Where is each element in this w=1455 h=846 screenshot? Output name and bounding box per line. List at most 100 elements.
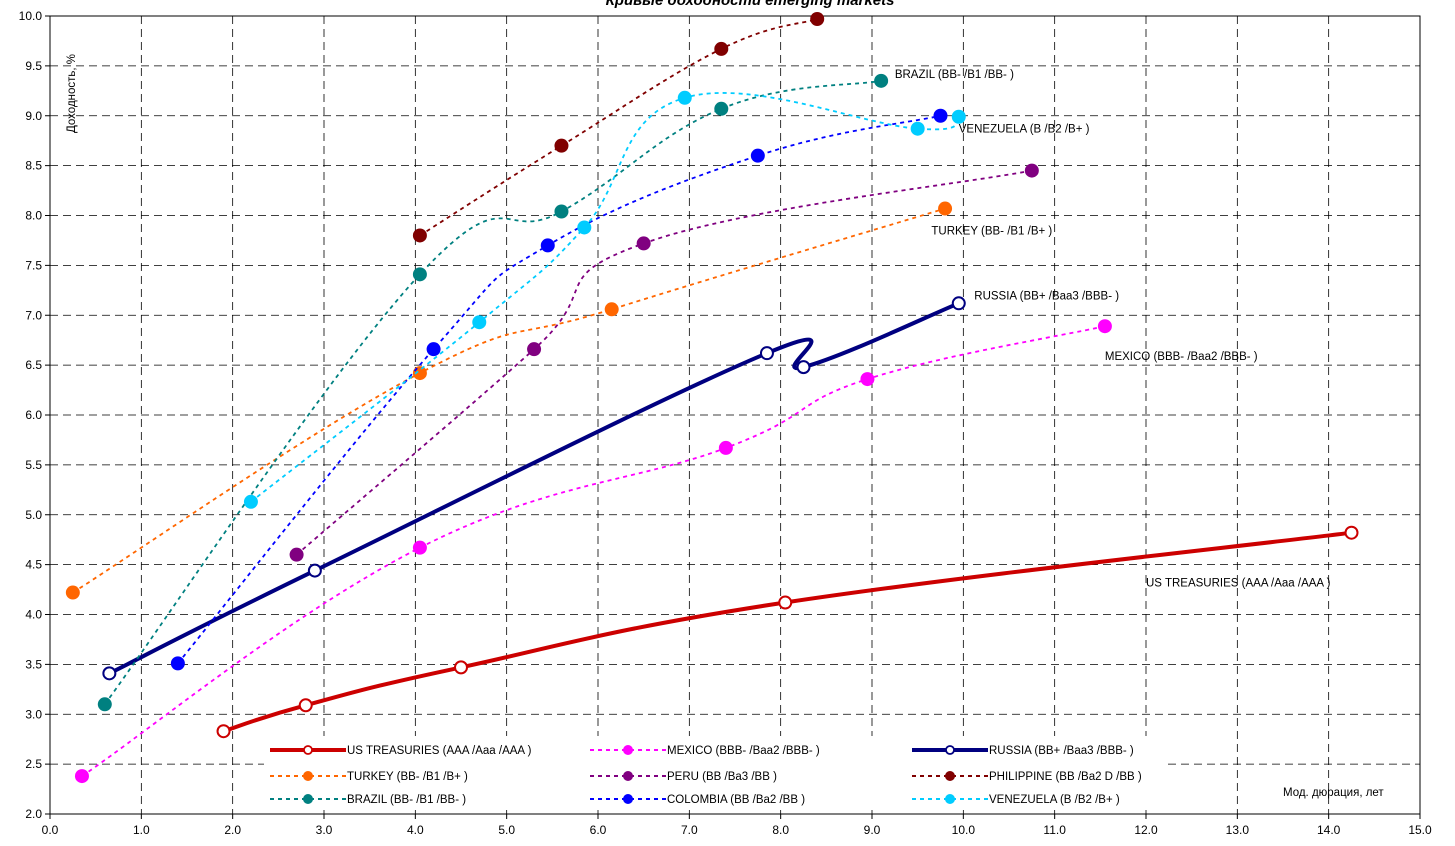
series-line: [81, 325, 1106, 777]
y-tick-label: 4.0: [25, 608, 42, 622]
x-tick-label: 2.0: [224, 823, 241, 837]
legend-marker: [945, 771, 955, 781]
data-point: [540, 238, 555, 253]
y-tick-label: 3.0: [25, 707, 42, 721]
annotation-label: BRAZIL (BB- /B1 /BB- ): [895, 69, 1014, 81]
data-point: [74, 769, 89, 784]
legend-marker: [945, 794, 955, 804]
y-tick-label: 4.5: [25, 558, 42, 572]
data-point: [412, 228, 427, 243]
data-point: [454, 660, 468, 675]
legend-label: RUSSIA (BB+ /Baa3 /BBB- ): [989, 745, 1134, 757]
y-tick-label: 8.5: [25, 159, 42, 173]
x-tick-label: 8.0: [772, 823, 789, 837]
series-venezuela: [243, 90, 966, 509]
data-point: [527, 342, 542, 357]
legend-label: US TREASURIES (AAA /Aaa /AAA ): [347, 745, 532, 757]
data-point: [938, 201, 953, 216]
series-line: [296, 169, 1032, 556]
x-axis-ticks: 0.0 1.0 2.0 3.0 4.0 5.0 6.0 7.0 8.0 9.0 10.0 11.0 12…: [42, 814, 1432, 837]
y-tick-label: 7.0: [25, 308, 42, 322]
annotation-label: MEXICO (BBB- /Baa2 /BBB- ): [1105, 351, 1258, 363]
data-point: [714, 101, 729, 116]
annotation-label: RUSSIA (BB+ /Baa3 /BBB- ): [974, 290, 1119, 302]
series-russia: [102, 296, 966, 681]
legend-item-brazil: BRAZIL (BB- /B1 /BB- ): [270, 794, 466, 806]
legend-label: VENEZUELA (B /B2 /B+ ): [989, 794, 1120, 806]
series-mexico: [74, 319, 1112, 784]
legend-marker: [623, 794, 633, 804]
series-line: [419, 18, 818, 237]
x-tick-label: 1.0: [133, 823, 150, 837]
x-tick-label: 4.0: [407, 823, 424, 837]
annotation-label: Мод. дюрация, лет: [1283, 787, 1384, 799]
legend-item-mexico: MEXICO (BBB- /Baa2 /BBB- ): [590, 745, 820, 757]
y-tick-label: 5.5: [25, 458, 42, 472]
legend-item-peru: PERU (BB /Ba3 /BB ): [590, 771, 777, 783]
legend-marker: [623, 745, 633, 755]
data-point: [910, 121, 925, 136]
data-point: [759, 346, 774, 361]
data-point: [810, 11, 825, 26]
annotation-label: US TREASURIES (AAA /Aaa /AAA ): [1146, 578, 1331, 590]
data-point: [604, 302, 619, 317]
series-colombia: [170, 108, 948, 671]
y-tick-label: 6.0: [25, 408, 42, 422]
y-tick-label: 5.0: [25, 508, 42, 522]
annotation-label: VENEZUELA (B /B2 /B+ ): [959, 124, 1090, 136]
legend-label: TURKEY (BB- /B1 /B+ ): [347, 771, 468, 783]
legend-marker: [303, 745, 313, 755]
data-point: [170, 656, 185, 671]
legend-label: COLOMBIA (BB /Ba2 /BB ): [667, 794, 805, 806]
y-tick-label: 9.0: [25, 109, 42, 123]
data-point: [472, 315, 487, 330]
x-tick-label: 12.0: [1134, 823, 1158, 837]
x-tick-label: 14.0: [1317, 823, 1341, 837]
data-point: [874, 73, 889, 88]
y-axis-label: Доходность, %: [66, 54, 78, 133]
y-axis-ticks: 2.0 2.5 3.0 3.5 4.0 4.5 5.0 5.5 6.0 6.5 7.0 7.5 8.0 8…: [19, 9, 50, 821]
legend: US TREASURIES (AAA /Aaa /AAA ) MEXICO (BB…: [270, 745, 1142, 806]
data-point: [307, 563, 322, 578]
data-point: [412, 540, 427, 555]
data-point: [1024, 163, 1039, 178]
data-point: [1344, 525, 1359, 540]
legend-label: MEXICO (BBB- /Baa2 /BBB- ): [667, 745, 820, 757]
legend-marker: [303, 771, 313, 781]
series-turkey: [65, 201, 953, 600]
data-point: [216, 724, 231, 739]
series-line: [177, 114, 941, 664]
data-point: [860, 372, 875, 387]
chart-title: Кривые доходности emerging markets: [606, 0, 895, 9]
legend-marker: [945, 745, 955, 755]
data-point: [102, 666, 117, 681]
data-point: [796, 360, 811, 375]
data-point: [951, 109, 966, 124]
x-tick-label: 7.0: [681, 823, 698, 837]
data-point: [714, 41, 729, 56]
y-tick-label: 2.0: [25, 807, 42, 821]
legend-box: [264, 736, 1168, 810]
legend-label: PERU (BB /Ba3 /BB ): [667, 771, 777, 783]
grid-lines: [50, 16, 1420, 814]
legend-item-venezuela: VENEZUELA (B /B2 /B+ ): [912, 794, 1120, 806]
data-point: [677, 90, 692, 105]
data-point: [1097, 319, 1112, 334]
series-line: [72, 207, 946, 594]
legend-item-colombia: COLOMBIA (BB /Ba2 /BB ): [590, 794, 805, 806]
data-point: [97, 697, 112, 712]
data-point: [718, 440, 733, 455]
data-point: [426, 342, 441, 357]
data-point: [933, 108, 948, 123]
x-tick-label: 0.0: [42, 823, 59, 837]
series-brazil: [97, 73, 889, 712]
data-point: [636, 236, 651, 251]
x-tick-label: 10.0: [952, 823, 976, 837]
x-tick-label: 3.0: [316, 823, 333, 837]
legend-item-philippine: PHILIPPINE (BB /Ba2 D /BB ): [912, 771, 1142, 783]
x-tick-label: 9.0: [864, 823, 881, 837]
data-point: [577, 220, 592, 235]
data-point: [554, 138, 569, 153]
y-tick-label: 10.0: [19, 9, 43, 23]
